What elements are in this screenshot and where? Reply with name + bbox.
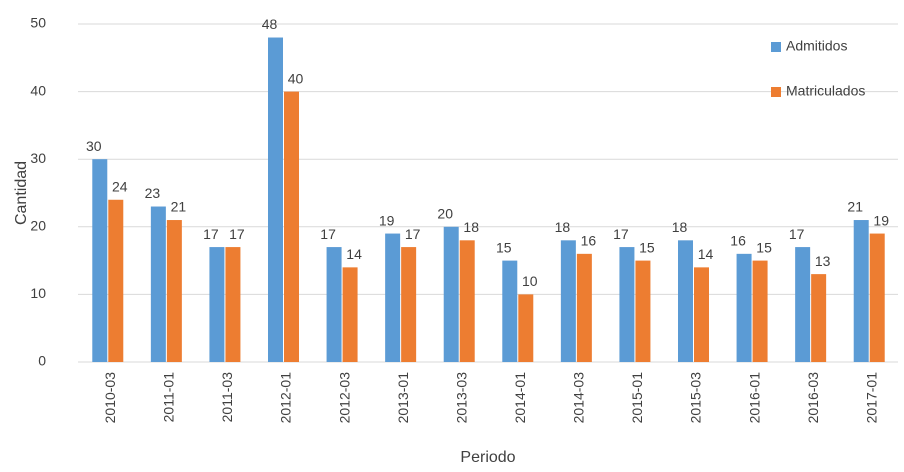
data-label: 15 (756, 239, 772, 255)
data-label: 18 (555, 219, 571, 235)
data-label: 48 (262, 16, 278, 32)
x-tick-label: 2011-03 (219, 372, 235, 423)
bar (268, 37, 283, 363)
bar (619, 247, 635, 362)
data-label: 20 (437, 206, 453, 222)
bar (694, 267, 709, 362)
bar (401, 247, 417, 362)
bar (92, 159, 108, 362)
bar (811, 274, 827, 362)
bar (326, 247, 342, 362)
x-tick-label: 2012-03 (336, 372, 352, 424)
legend-label: Matriculados (786, 83, 865, 99)
data-label: 21 (171, 199, 187, 215)
data-label: 23 (145, 185, 161, 201)
x-tick-label: 2014-01 (512, 372, 528, 424)
bar (678, 240, 693, 362)
bar (752, 260, 768, 362)
x-tick-label: 2016-03 (805, 372, 821, 424)
x-tick-label: 2013-01 (395, 372, 411, 424)
data-label: 17 (320, 226, 336, 242)
bar (502, 260, 518, 362)
data-label: 19 (379, 212, 395, 228)
y-tick-label: 50 (30, 15, 46, 31)
data-label: 40 (288, 70, 304, 86)
x-tick-label: 2015-03 (688, 372, 704, 424)
data-label: 14 (698, 246, 714, 262)
x-tick-label: 2012-01 (278, 372, 294, 424)
y-tick-label: 30 (30, 150, 46, 166)
bar (459, 240, 475, 362)
data-label: 10 (522, 273, 538, 289)
x-tick-label: 2010-03 (102, 372, 118, 424)
bar (225, 247, 241, 362)
data-label: 19 (873, 212, 889, 228)
x-tick-label: 2015-01 (629, 372, 645, 424)
data-label: 15 (639, 239, 655, 255)
bar (166, 220, 182, 362)
bar (869, 233, 885, 362)
data-label: 17 (203, 226, 219, 242)
bar (209, 247, 225, 362)
legend-swatch (771, 87, 781, 97)
data-label: 18 (672, 219, 688, 235)
bar (284, 91, 299, 362)
x-tick-label: 2013-03 (453, 372, 469, 424)
bar (853, 220, 869, 362)
x-tick-label: 2016-01 (746, 372, 762, 424)
bar (795, 247, 811, 362)
legend-swatch (771, 42, 781, 52)
data-label: 15 (496, 239, 512, 255)
data-label: 18 (463, 219, 479, 235)
bar (560, 240, 576, 362)
data-label: 17 (789, 226, 805, 242)
bar (150, 206, 166, 362)
y-tick-label: 40 (30, 82, 46, 98)
data-label: 13 (815, 253, 831, 269)
bar (576, 253, 592, 362)
y-tick-label: 20 (30, 218, 46, 234)
bar (108, 199, 124, 362)
data-label: 16 (581, 233, 597, 249)
data-label: 30 (86, 138, 102, 154)
data-label: 14 (346, 246, 362, 262)
bar (635, 260, 651, 362)
data-label: 17 (405, 226, 421, 242)
x-tick-label: 2011-01 (161, 372, 177, 423)
y-tick-label: 10 (30, 285, 46, 301)
bar (342, 267, 358, 362)
data-label: 16 (730, 233, 746, 249)
data-label: 17 (229, 226, 245, 242)
bar (385, 233, 401, 362)
x-tick-label: 2014-03 (571, 372, 587, 424)
data-label: 17 (613, 226, 629, 242)
y-tick-label: 0 (38, 353, 46, 369)
bar (443, 226, 459, 362)
x-tick-label: 2017-01 (863, 372, 879, 424)
legend-label: Admitidos (786, 38, 847, 54)
x-axis-label: Periodo (460, 449, 515, 466)
bar (736, 253, 752, 362)
y-axis-label: Cantidad (13, 161, 30, 225)
data-label: 24 (112, 178, 128, 194)
data-label: 21 (847, 199, 863, 215)
bar (518, 294, 534, 362)
